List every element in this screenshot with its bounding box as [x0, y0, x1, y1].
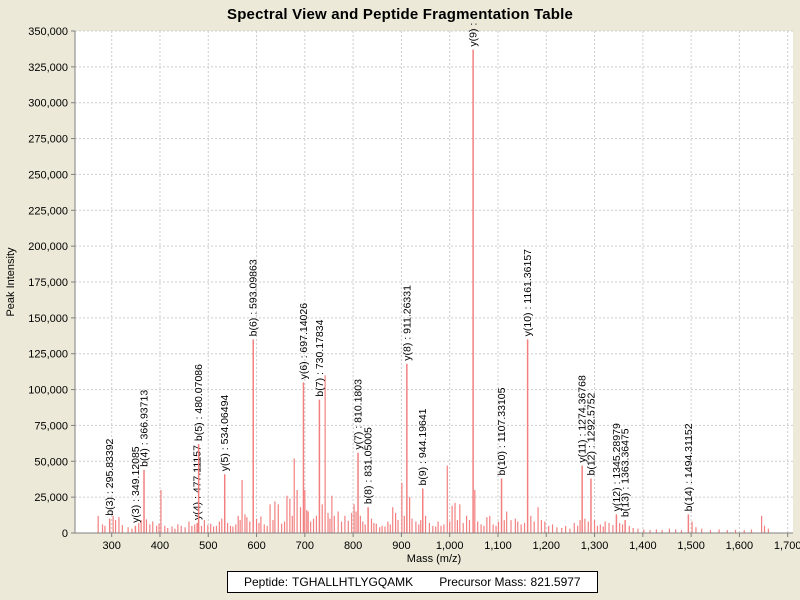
x-tick-label: 500 [199, 540, 217, 552]
precursor-mass-value: 821.5977 [530, 575, 581, 589]
page-title: Spectral View and Peptide Fragmentation … [226, 6, 574, 23]
y-tick-label: 0 [62, 528, 68, 540]
peak-label: y(3) : 349.12085 [130, 446, 142, 523]
y-tick-label: 75,000 [34, 420, 68, 432]
peptide-info-box: Peptide: TGHALLHTLYGQAMK Precursor Mass:… [227, 571, 598, 593]
x-tick-label: 1,000 [436, 540, 464, 552]
peak-label: b(10) : 1107.33105 [496, 387, 508, 475]
peak-label: b(4) : 366.93713 [139, 390, 151, 467]
x-tick-label: 1,300 [581, 540, 609, 552]
peak-label: b(13) : 1363.36475 [620, 428, 632, 517]
peak-label: b(5) : 480.07086 [193, 364, 205, 441]
plot-background [75, 31, 793, 533]
x-axis-title: Mass (m/z) [407, 553, 461, 565]
peak-label: b(14) : 1494.31152 [683, 423, 695, 511]
peak-label: y(9) : [468, 23, 480, 47]
peak-label: y(8) : 911.26331 [401, 285, 413, 361]
x-tick-label: 600 [247, 540, 265, 552]
peak-label: b(3) : 295.83392 [104, 438, 116, 515]
x-tick-label: 1,200 [532, 540, 560, 552]
peak-label: y(12) : 1345.28979 [611, 423, 623, 511]
peak-label: y(5) : 534.06494 [219, 395, 231, 472]
y-tick-label: 350,000 [28, 26, 68, 38]
peak-label: b(12) : 1292.5752 [585, 392, 597, 475]
x-tick-label: 700 [296, 540, 314, 552]
y-tick-label: 225,000 [28, 205, 68, 217]
y-tick-label: 100,000 [28, 385, 68, 397]
y-tick-label: 275,000 [28, 134, 68, 146]
x-tick-label: 300 [103, 540, 121, 552]
peptide-label: Peptide: [244, 575, 289, 589]
peak-label: y(11) : 1274.36768 [577, 375, 589, 463]
x-tick-label: 1,700 [774, 540, 800, 552]
x-tick-label: 400 [151, 540, 169, 552]
y-tick-label: 325,000 [28, 62, 68, 74]
x-tick-label: 1,100 [484, 540, 512, 552]
y-tick-label: 25,000 [34, 492, 68, 504]
x-tick-label: 1,500 [677, 540, 705, 552]
peak-label: y(4) : 477.11157 [192, 445, 204, 520]
y-tick-label: 300,000 [28, 98, 68, 110]
y-tick-label: 50,000 [34, 456, 68, 468]
x-tick-label: 1,400 [629, 540, 657, 552]
peak-label: b(8) : 831.05005 [363, 427, 375, 504]
y-tick-label: 125,000 [28, 349, 68, 361]
precursor-mass-label: Precursor Mass: [439, 575, 527, 589]
peak-label: b(9) : 944.19641 [417, 408, 429, 485]
y-tick-label: 150,000 [28, 313, 68, 325]
x-tick-label: 900 [392, 540, 410, 552]
x-tick-label: 1,600 [726, 540, 754, 552]
peak-label: b(6) : 593.09863 [248, 259, 260, 336]
y-tick-label: 175,000 [28, 277, 68, 289]
y-tick-label: 200,000 [28, 241, 68, 253]
peak-label: y(7) : 810.1803 [353, 379, 365, 450]
y-tick-label: 250,000 [28, 169, 68, 181]
peak-label: b(7) : 730.17834 [314, 319, 326, 396]
peak-label: y(10) : 1161.36157 [522, 249, 534, 337]
peptide-sequence: TGHALLHTLYGQAMK [292, 575, 414, 589]
peak-label: y(6) : 697.14026 [298, 303, 310, 380]
y-axis-title: Peak Intensity [5, 247, 17, 317]
x-tick-label: 800 [344, 540, 362, 552]
